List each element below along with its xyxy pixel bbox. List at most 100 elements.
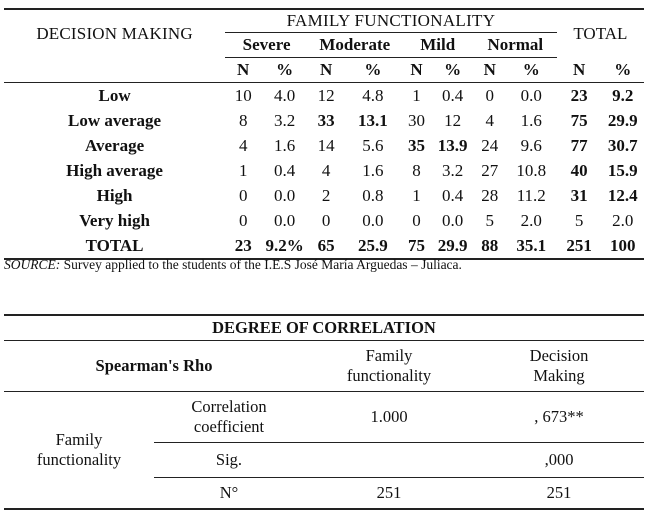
coefficient-decision-value: , 673** bbox=[474, 391, 644, 443]
table-cell: 13.1 bbox=[358, 110, 388, 130]
row-label: TOTAL bbox=[4, 233, 226, 260]
correlation-header-row: Spearman's Rho Family functionality Deci… bbox=[4, 340, 644, 392]
table-cell: 12 bbox=[317, 85, 335, 105]
subheader-cell: % bbox=[601, 57, 644, 83]
correlation-coefficient-row: Family functionality Correlation coeffic… bbox=[4, 391, 644, 510]
correlation-table: DEGREE OF CORRELATION Spearman's Rho Fam… bbox=[4, 314, 644, 510]
header-line: Family bbox=[365, 346, 413, 365]
table-cell: 0 bbox=[412, 210, 421, 230]
spearman-rho-header: Spearman's Rho bbox=[4, 340, 304, 392]
table-cell: 4 bbox=[238, 135, 248, 155]
table-cell: 27 bbox=[481, 160, 499, 180]
subheader-cell: % bbox=[344, 57, 402, 83]
significance-row: Sig. ,000 bbox=[4, 442, 644, 478]
header-line: Making bbox=[533, 366, 585, 385]
table-cell: 0.0 bbox=[441, 210, 464, 230]
table-row: Very high 0 0.0 0 0.0 0 0.0 5 2.0 5 2.0 bbox=[4, 208, 644, 233]
source-note: SOURCE: Survey applied to the students o… bbox=[4, 257, 646, 273]
n-label: N° bbox=[154, 477, 304, 510]
correlation-coefficient-label: Correlation coefficient bbox=[154, 391, 304, 443]
table-cell: 100 bbox=[601, 233, 644, 260]
table-cell: 30 bbox=[407, 110, 425, 130]
table-cell: 65 bbox=[308, 233, 345, 260]
table-row: Low average 8 3.2 33 13.1 30 12 4 1.6 75 29.9 bbox=[4, 108, 644, 133]
table-cell: 2.0 bbox=[612, 210, 634, 230]
table-cell: 23 bbox=[225, 233, 262, 260]
table-cell: 31 bbox=[570, 185, 588, 205]
table-cell: 0.0 bbox=[520, 85, 542, 105]
table-cell: 0.0 bbox=[274, 185, 296, 205]
table-cell: 11.2 bbox=[516, 185, 546, 205]
table-cell: 8 bbox=[238, 110, 248, 130]
table-cell: 9.2% bbox=[261, 233, 309, 260]
subheader-cell: % bbox=[261, 57, 309, 83]
table-cell: 1.6 bbox=[274, 135, 296, 155]
category-mild: Mild bbox=[401, 32, 474, 58]
table-cell: 25.9 bbox=[344, 233, 402, 260]
decision-making-header: DECISION MAKING bbox=[4, 8, 226, 58]
table-cell: 0.4 bbox=[441, 185, 464, 205]
n-family-value: 251 bbox=[304, 477, 474, 510]
row-group-label: Family functionality bbox=[4, 391, 154, 510]
table-row: Average 4 1.6 14 5.6 35 13.9 24 9.6 77 30.7 bbox=[4, 133, 644, 158]
significance-decision-value: ,000 bbox=[474, 442, 644, 478]
correlation-title-row: DEGREE OF CORRELATION bbox=[4, 314, 644, 341]
row-label: High average bbox=[66, 160, 163, 180]
table-cell: 23 bbox=[570, 85, 588, 105]
table-cell: 24 bbox=[481, 135, 499, 155]
table-cell: 9.2 bbox=[612, 85, 634, 105]
row-label: High bbox=[96, 185, 133, 205]
table-cell: 13.9 bbox=[437, 135, 468, 155]
table-cell: 40 bbox=[570, 160, 588, 180]
table-cell: 1.6 bbox=[362, 160, 384, 180]
sub-label-line: Correlation bbox=[191, 397, 267, 416]
row-label: Very high bbox=[79, 210, 150, 230]
table-cell: 3.2 bbox=[441, 160, 464, 180]
table-cell: 14 bbox=[317, 135, 335, 155]
table-cell: 8 bbox=[412, 160, 421, 180]
table-cell: 1 bbox=[412, 185, 421, 205]
table-cell: 4.8 bbox=[362, 85, 384, 105]
table-cell: 15.9 bbox=[607, 160, 638, 180]
category-normal: Normal bbox=[473, 32, 557, 58]
table-cell: 29.9 bbox=[607, 110, 638, 130]
significance-label: Sig. bbox=[154, 442, 304, 478]
subheader-cell: % bbox=[505, 57, 557, 83]
table-cell: 5.6 bbox=[362, 135, 384, 155]
table-cell: 10 bbox=[234, 85, 252, 105]
category-severe: Severe bbox=[225, 32, 309, 58]
row-label: Low average bbox=[68, 110, 162, 130]
table-cell: 5 bbox=[574, 210, 584, 230]
significance-family-value bbox=[304, 442, 474, 478]
table-cell: 0.0 bbox=[274, 210, 296, 230]
table-cell: 77 bbox=[570, 135, 588, 155]
table-cell: 4.0 bbox=[274, 85, 296, 105]
row-label: Average bbox=[84, 135, 145, 155]
table-cell: 5 bbox=[485, 210, 495, 230]
table-cell: 10.8 bbox=[516, 160, 547, 180]
source-text: Survey applied to the students of the I.… bbox=[60, 257, 462, 272]
table-cell: 75 bbox=[570, 110, 588, 130]
table-cell: 0 bbox=[238, 210, 248, 230]
table1-subheader-row: N % N % N % N % N % bbox=[4, 57, 644, 83]
sub-label-line: coefficient bbox=[193, 417, 265, 436]
table-cell: 2 bbox=[321, 185, 331, 205]
header-line: Decision bbox=[529, 346, 589, 365]
table-cell: 35 bbox=[407, 135, 425, 155]
table-row: High 0 0.0 2 0.8 1 0.4 28 11.2 31 12.4 bbox=[4, 183, 644, 208]
subheader-cell: N bbox=[556, 57, 602, 83]
table1-header-top: DECISION MAKING FAMILY FUNCTIONALITY TOT… bbox=[4, 8, 644, 58]
decision-making-col-header: Decision Making bbox=[474, 340, 644, 392]
subheader-cell: N bbox=[225, 57, 262, 83]
table-cell: 1 bbox=[412, 85, 421, 105]
frequency-table: DECISION MAKING FAMILY FUNCTIONALITY TOT… bbox=[4, 8, 644, 260]
table-cell: 75 bbox=[401, 233, 432, 260]
header-line: functionality bbox=[346, 366, 432, 385]
row-group-line: Family bbox=[55, 430, 103, 449]
table-cell: 251 bbox=[556, 233, 602, 260]
table1-body: Low 10 4.0 12 4.8 1 0.4 0 0.0 23 9.2 Low average 8 3.… bbox=[4, 83, 644, 260]
table-cell: 3.2 bbox=[274, 110, 296, 130]
table-cell: 0.4 bbox=[441, 85, 464, 105]
table-cell: 0.0 bbox=[362, 210, 384, 230]
table-cell: 0 bbox=[485, 85, 495, 105]
